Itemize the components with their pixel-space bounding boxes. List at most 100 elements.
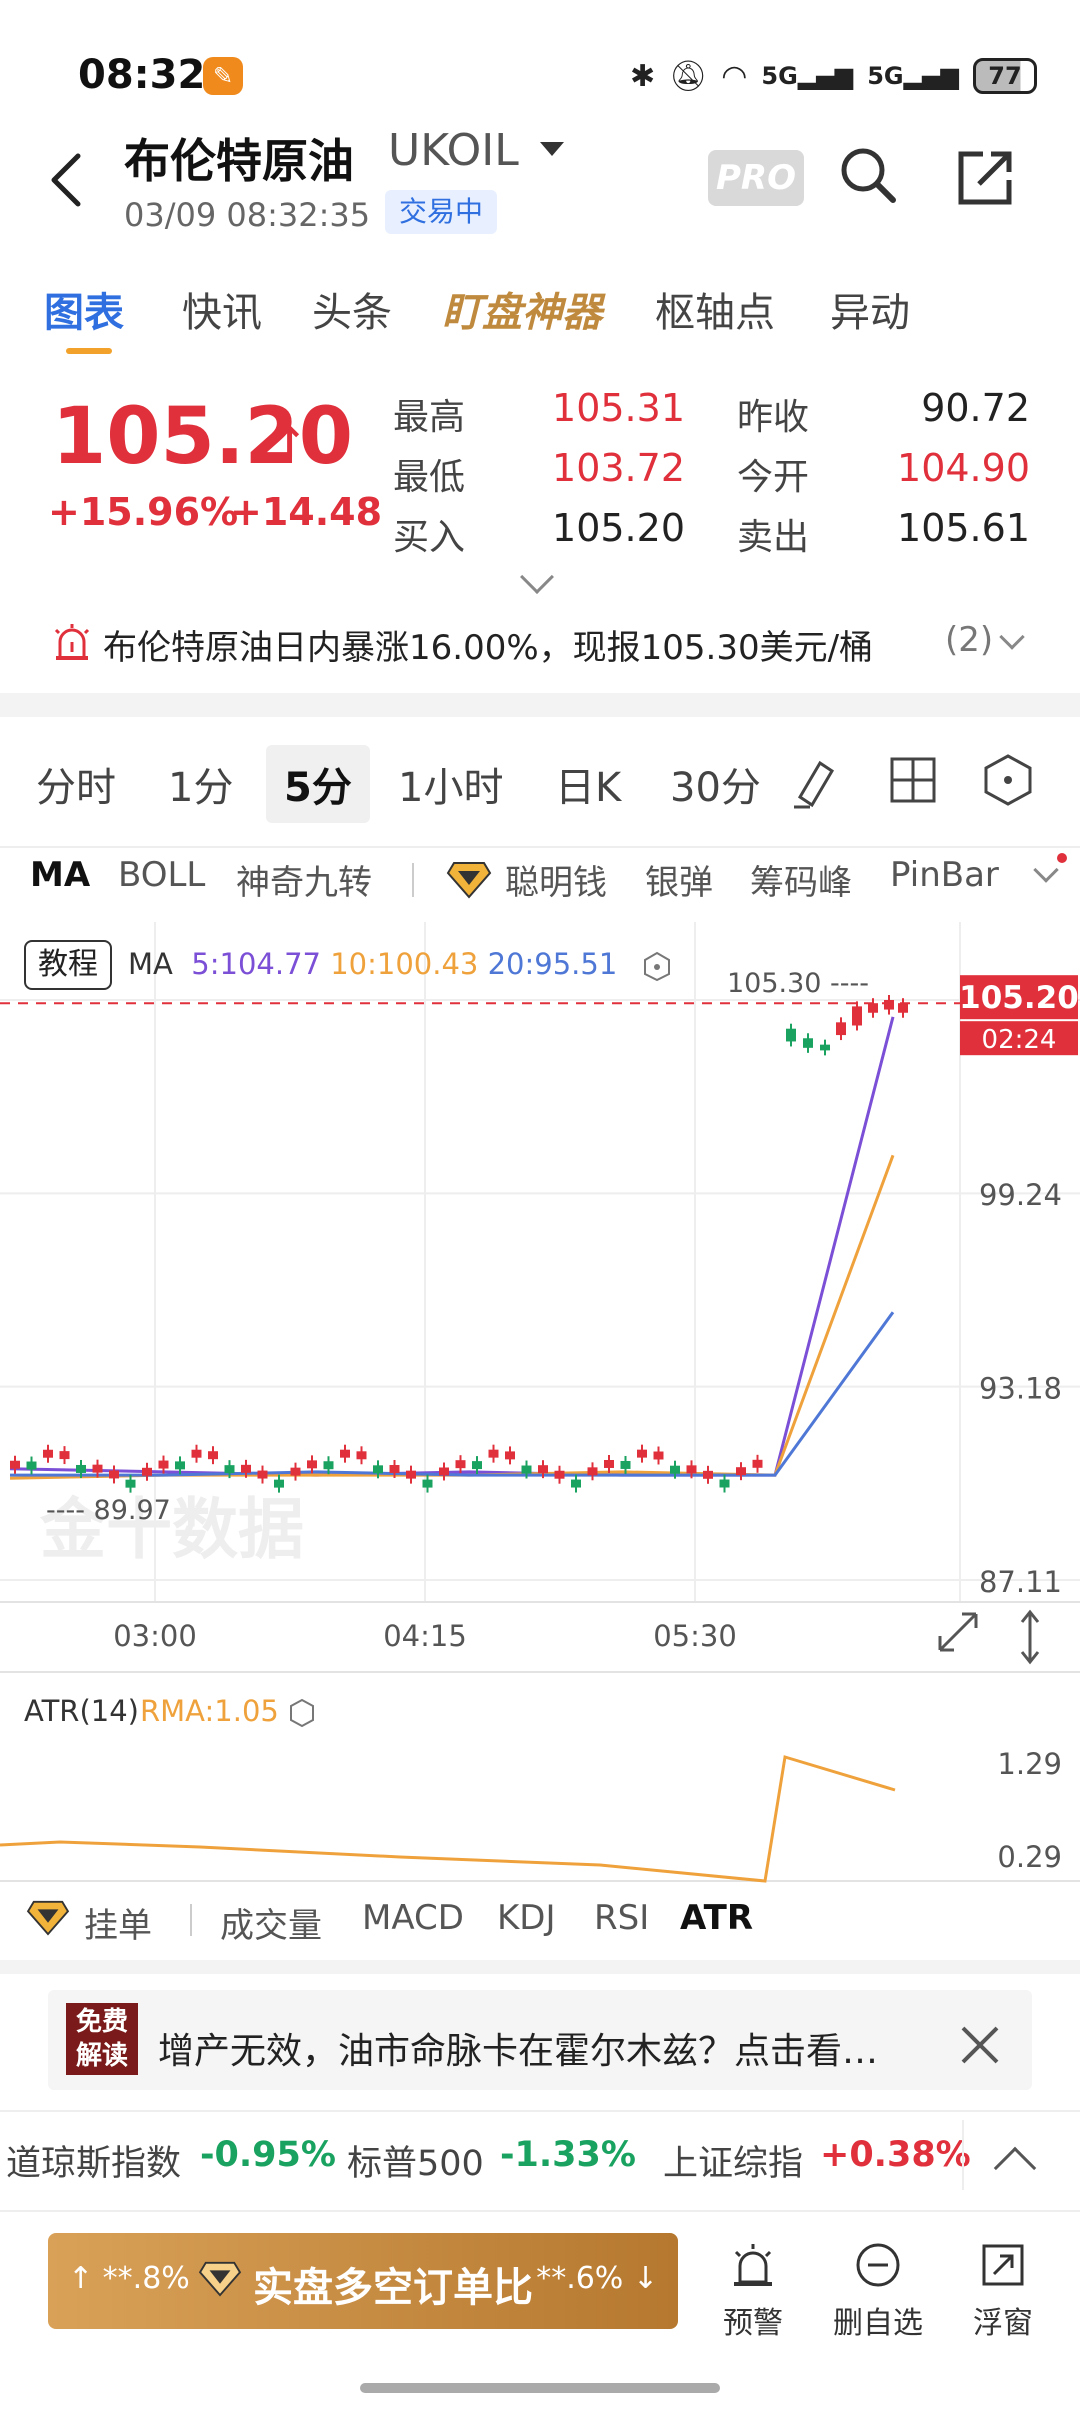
indicator-tabs: MA BOLL 神奇九转 聪明钱 银弹 筹码峰 PinBar (0, 853, 1080, 915)
quote-timestamp: 03/09 08:32:35 (124, 196, 371, 234)
change-percent: +15.96% (48, 490, 239, 534)
candle (637, 1449, 647, 1458)
y-axis-label: 87.11 (979, 1565, 1062, 1599)
vertical-expand-icon (1020, 1609, 1040, 1665)
price-tag (960, 975, 1078, 1020)
share-icon[interactable] (955, 148, 1015, 208)
candle (884, 1000, 894, 1010)
price-tag-text: 105.20 (959, 980, 1079, 1016)
indicator-tab-boll[interactable]: BOLL (118, 855, 206, 895)
tab-pivot-points[interactable]: 枢轴点 (655, 290, 775, 336)
candle (455, 1460, 466, 1469)
candle (406, 1470, 416, 1479)
atr-axis-label: 1.29 (997, 1747, 1062, 1781)
index-value-spx: -1.33% (500, 2135, 636, 2175)
period-tabs: 分时 1分 5分 1小时 日K 30分 (0, 735, 1080, 831)
index-value-dji: -0.95% (200, 2135, 336, 2175)
news-headline[interactable]: 布伦特原油日内暴涨16.00%，现报105.30美元/桶 (103, 628, 874, 668)
sub-tab-orders[interactable]: 挂单 (84, 1906, 152, 1946)
pro-button[interactable]: PRO (708, 150, 804, 206)
candle (76, 1464, 86, 1473)
ma20-value: 20:95.51 (487, 947, 618, 981)
indicator-tab-ma[interactable]: MA (30, 855, 91, 895)
sub-tab-atr[interactable]: ATR (680, 1898, 754, 1938)
tab-flash-news[interactable]: 快讯 (182, 290, 262, 336)
dropdown-icon[interactable] (540, 142, 564, 156)
period-tab-1min[interactable]: 1分 (168, 765, 234, 811)
candle (820, 1044, 830, 1051)
candle (191, 1449, 202, 1458)
chevron-down-icon[interactable] (1033, 857, 1059, 883)
sub-tab-volume[interactable]: 成交量 (220, 1906, 322, 1946)
back-button[interactable] (42, 150, 92, 210)
candle (868, 1003, 878, 1013)
tab-unusual-moves[interactable]: 异动 (830, 290, 910, 336)
tab-chart[interactable]: 图表 (44, 290, 124, 336)
indicator-tab-silver-bullet[interactable]: 银弹 (645, 863, 713, 903)
divider (0, 846, 1080, 848)
candle (898, 1003, 908, 1013)
ma-settings-icon[interactable] (641, 950, 673, 982)
draw-tool-icon[interactable] (790, 753, 842, 809)
candle (224, 1465, 235, 1474)
candle (852, 1006, 862, 1026)
candle (786, 1028, 796, 1042)
instrument-code-selector[interactable]: UKOIL (388, 125, 519, 176)
atr-panel[interactable]: 1.29 0.29 ATR(14) RMA:1.05 (0, 1685, 1080, 1885)
candle (571, 1479, 581, 1488)
indicator-tab-smart-money[interactable]: 聪明钱 (505, 863, 607, 903)
signal-icon-2: 5G▂▄▆ (867, 62, 959, 90)
period-tab-daily[interactable]: 日K (555, 765, 622, 811)
alert-button[interactable]: 预警 (698, 2240, 808, 2342)
index-name-dji: 道琼斯指数 (6, 2144, 182, 2184)
status-bar: 08:32 ✎ ✱ 🔕︎ ◠ 5G▂▄▆ 5G▂▄▆ 77 (0, 0, 1080, 110)
x-axis-label: 03:00 (113, 1619, 197, 1653)
order-book-ratio-button[interactable]: ↑ **.8% 实盘多空订单比 **.6% ↓ (48, 2233, 678, 2329)
candles (10, 995, 908, 1493)
indicator-tab-td9[interactable]: 神奇九转 (236, 863, 372, 903)
indicator-tab-pinbar[interactable]: PinBar (890, 855, 999, 895)
indicator-tab-chip-peak[interactable]: 筹码峰 (750, 863, 852, 903)
divider (190, 1904, 192, 1936)
period-tab-intraday[interactable]: 分时 (36, 765, 116, 811)
home-indicator[interactable] (360, 2383, 720, 2393)
candle (389, 1465, 400, 1473)
last-price: 105.20 (52, 392, 353, 482)
expand-chevron-icon[interactable] (520, 560, 554, 594)
sub-tab-rsi[interactable]: RSI (594, 1898, 650, 1938)
bid-label: 买入 (393, 517, 466, 558)
main-tabs: 图表 快讯 头条 盯盘神器 枢轴点 异动 (0, 280, 1080, 360)
candle (92, 1464, 103, 1473)
candle (290, 1467, 301, 1476)
settings-hexagon-icon[interactable] (982, 753, 1034, 807)
layout-grid-icon[interactable] (888, 755, 938, 805)
divider (0, 2210, 1080, 2212)
tab-watch-tool[interactable]: 盯盘神器 (442, 290, 602, 336)
remove-watchlist-button[interactable]: 删自选 (823, 2240, 933, 2342)
section-divider (0, 693, 1080, 717)
close-icon[interactable] (955, 2020, 1005, 2070)
period-tab-30min[interactable]: 30分 (670, 765, 761, 811)
y-axis-label: 93.18 (979, 1371, 1062, 1405)
period-tab-1hour[interactable]: 1小时 (398, 765, 504, 811)
candle (323, 1461, 334, 1470)
period-tab-5min[interactable]: 5分 (266, 745, 370, 823)
candle (59, 1451, 70, 1460)
sub-tab-macd[interactable]: MACD (362, 1898, 464, 1938)
float-window-button[interactable]: 浮窗 (948, 2240, 1058, 2342)
mute-icon: 🔕︎ (669, 58, 708, 94)
tutorial-button[interactable]: 教程 (24, 940, 112, 990)
sub-tab-kdj[interactable]: KDJ (497, 1898, 556, 1938)
short-ratio: **.6% ↓ (536, 2261, 658, 2296)
tab-headlines[interactable]: 头条 (312, 290, 392, 336)
change-absolute: +14.48 (230, 490, 383, 534)
promo-banner[interactable] (48, 1990, 1032, 2090)
candle (422, 1479, 433, 1488)
search-icon[interactable] (838, 145, 898, 205)
long-ratio: ↑ **.8% (68, 2261, 190, 2296)
atr-axis-label: 0.29 (997, 1840, 1062, 1874)
float-window-label: 浮窗 (973, 2306, 1033, 2341)
promo-text[interactable]: 增产无效，油市命脉卡在霍尔木兹？点击看… (158, 2031, 879, 2072)
